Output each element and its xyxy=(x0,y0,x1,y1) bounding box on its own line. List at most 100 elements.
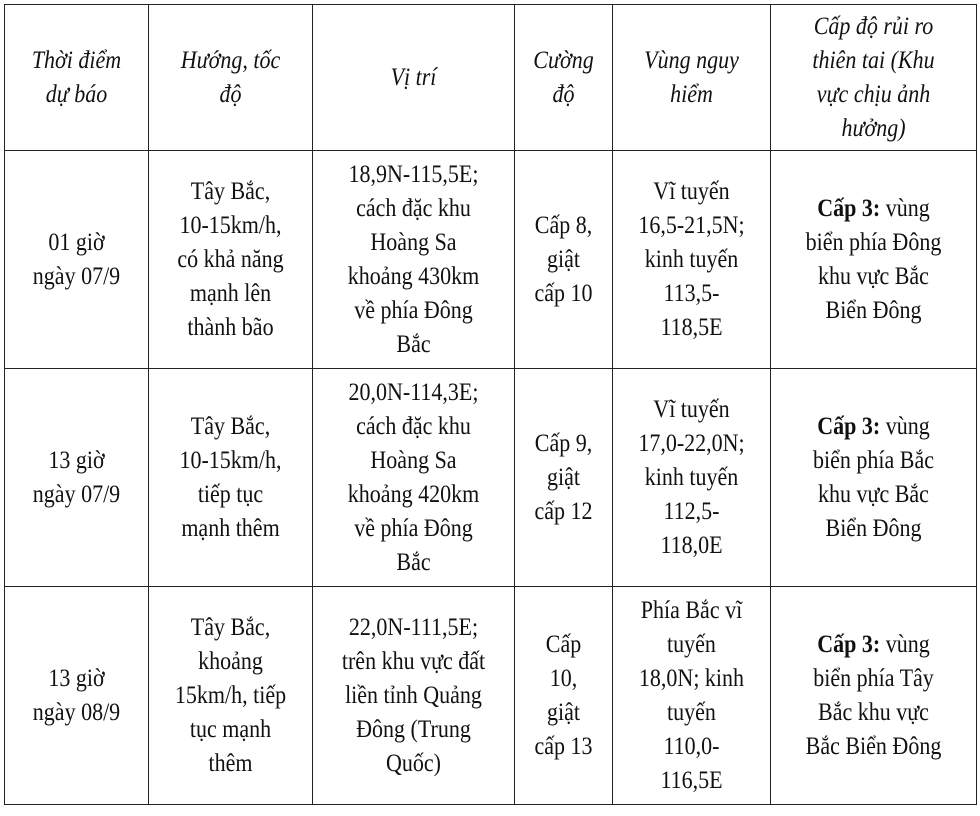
cell-line: biển phía Đông xyxy=(805,228,942,256)
cell-line: Hoàng Sa xyxy=(370,446,457,474)
cell-line: 118,5E xyxy=(660,313,723,341)
table-row: 13 giờ ngày 08/9 Tây Bắc, khoảng 15km/h, tiế… xyxy=(4,586,977,805)
table-row: 01 giờ ngày 07/9 Tây Bắc, 10-15km/h, có khả … xyxy=(4,150,977,369)
cell-line: Cấp 3: vùng xyxy=(783,410,963,444)
cell-line: dự báo xyxy=(45,80,108,108)
cell-line: khu vực Bắc xyxy=(818,262,929,290)
risk-area-text: vùng xyxy=(880,412,930,440)
cell-line: liền tỉnh Quảng xyxy=(345,681,482,709)
cell-line: 110,0- xyxy=(663,732,720,760)
cell-line: 17,0-22,0N; xyxy=(638,429,745,457)
cell-line: thêm xyxy=(208,749,253,777)
cell-line: Biển Đông xyxy=(825,296,922,324)
cell-line: Cấp xyxy=(545,630,582,658)
cell-position: 20,0N-114,3E; cách đặc khu Hoàng Sa khoảng … xyxy=(312,368,515,587)
cell-line: Bắc xyxy=(396,548,431,576)
cell-line: 15km/h, tiếp xyxy=(174,681,287,709)
cell-line: độ xyxy=(552,80,575,108)
cell-line: tục mạnh xyxy=(189,715,272,743)
cell-line: mạnh lên xyxy=(189,279,272,307)
header-danger-zone: Vùng nguy hiểm xyxy=(612,4,771,151)
cell-line: 10, xyxy=(549,664,578,692)
cell-line: thiên tai (Khu xyxy=(812,46,935,74)
cell-line: vực chịu ảnh xyxy=(816,80,931,108)
cell-line: Phía Bắc vĩ xyxy=(640,596,743,624)
cell-line: Vĩ tuyến xyxy=(653,177,730,205)
cell-line: giật xyxy=(547,463,580,491)
cell-line: ngày 07/9 xyxy=(32,480,121,508)
cell-line: Tây Bắc, xyxy=(190,177,271,205)
cell-intensity: Cấp 9, giật cấp 12 xyxy=(514,368,613,587)
header-position: Vị trí xyxy=(312,4,515,151)
cell-line: tiếp tục xyxy=(197,480,264,508)
header-forecast-time: Thời điểm dự báo xyxy=(4,4,149,151)
cell-line: Cấp 3: vùng xyxy=(783,628,963,662)
cell-line: Cấp 8, xyxy=(534,211,593,239)
cell-line: khoảng 420km xyxy=(347,480,480,508)
cell-line: 01 giờ xyxy=(48,228,105,256)
cell-line: mạnh thêm xyxy=(181,514,280,542)
cell-line: ngày 07/9 xyxy=(32,262,121,290)
cell-time: 01 giờ ngày 07/9 xyxy=(4,150,149,369)
cell-danger-zone: Phía Bắc vĩ tuyến 18,0N; kinh tuyến 110,0- 11… xyxy=(612,586,771,805)
cell-line: cấp 13 xyxy=(534,732,593,760)
cell-line: Quốc) xyxy=(386,749,441,777)
cell-line: biển phía Tây xyxy=(813,664,934,692)
cell-direction: Tây Bắc, khoảng 15km/h, tiếp tục mạnh thêm xyxy=(148,586,313,805)
cell-line: tuyến xyxy=(667,630,716,658)
cell-line: Biển Đông xyxy=(825,514,922,542)
cell-line: có khả năng xyxy=(177,245,284,273)
cell-line: giật xyxy=(547,698,580,726)
cell-line: biển phía Bắc xyxy=(813,446,934,474)
forecast-table: Thời điểm dự báo Hướng, tốc độ Vị trí Cường độ… xyxy=(4,4,977,805)
cell-position: 22,0N-111,5E; trên khu vực đất liền tỉnh Q… xyxy=(312,586,515,805)
cell-line: độ xyxy=(219,80,242,108)
cell-line: 18,0N; kinh xyxy=(638,664,745,692)
cell-line: Bắc khu vực xyxy=(818,698,929,726)
cell-line: về phía Đông xyxy=(354,296,473,324)
cell-line: 13 giờ xyxy=(48,664,105,692)
cell-line: thành bão xyxy=(187,313,274,341)
cell-line: kinh tuyến xyxy=(644,463,739,491)
table-row: 13 giờ ngày 07/9 Tây Bắc, 10-15km/h, tiếp tụ… xyxy=(4,368,977,587)
cell-line: về phía Đông xyxy=(354,514,473,542)
cell-line: Tây Bắc, xyxy=(190,613,271,641)
cell-intensity: Cấp 10, giật cấp 13 xyxy=(514,586,613,805)
cell-line: Tây Bắc, xyxy=(190,412,271,440)
cell-line: kinh tuyến xyxy=(644,245,739,273)
cell-time: 13 giờ ngày 08/9 xyxy=(4,586,149,805)
cell-line: cấp 10 xyxy=(534,279,593,307)
cell-line: khu vực Bắc xyxy=(818,480,929,508)
cell-line: tuyến xyxy=(667,698,716,726)
risk-area-text: vùng xyxy=(880,630,930,658)
cell-line: Thời điểm xyxy=(31,46,122,74)
cell-line: Cấp độ rủi ro xyxy=(813,12,934,40)
cell-line: 20,0N-114,3E; xyxy=(348,378,479,406)
cell-line: 16,5-21,5N; xyxy=(638,211,745,239)
cell-line: Cường xyxy=(533,46,594,74)
cell-line: 10-15km/h, xyxy=(179,446,282,474)
cell-line: Hướng, tốc xyxy=(180,46,281,74)
risk-level-label: Cấp 3: xyxy=(817,194,881,222)
cell-risk: Cấp 3: vùng biển phía Tây Bắc khu vực Bắc B… xyxy=(770,586,977,805)
risk-level-label: Cấp 3: xyxy=(817,412,881,440)
cell-danger-zone: Vĩ tuyến 17,0-22,0N; kinh tuyến 112,5- 118,0… xyxy=(612,368,771,587)
cell-line: ngày 08/9 xyxy=(32,698,121,726)
cell-line: Vị trí xyxy=(390,63,437,91)
cell-line: khoảng xyxy=(198,647,263,675)
cell-line: khoảng 430km xyxy=(347,262,480,290)
cell-line: Cấp 3: vùng xyxy=(783,192,963,226)
risk-area-text: vùng xyxy=(880,194,930,222)
header-risk-level: Cấp độ rủi ro thiên tai (Khu vực chịu ảnh h… xyxy=(770,4,977,151)
header-row: Thời điểm dự báo Hướng, tốc độ Vị trí Cường độ… xyxy=(4,4,977,151)
cell-line: Bắc Biển Đông xyxy=(805,732,942,760)
cell-position: 18,9N-115,5E; cách đặc khu Hoàng Sa khoảng … xyxy=(312,150,515,369)
cell-line: trên khu vực đất xyxy=(341,647,486,675)
cell-line: 13 giờ xyxy=(48,446,105,474)
cell-line: 10-15km/h, xyxy=(179,211,282,239)
cell-line: hưởng) xyxy=(841,114,906,142)
risk-level-label: Cấp 3: xyxy=(817,630,881,658)
cell-direction: Tây Bắc, 10-15km/h, có khả năng mạnh lên thà… xyxy=(148,150,313,369)
cell-line: hiểm xyxy=(670,80,713,108)
cell-time: 13 giờ ngày 07/9 xyxy=(4,368,149,587)
